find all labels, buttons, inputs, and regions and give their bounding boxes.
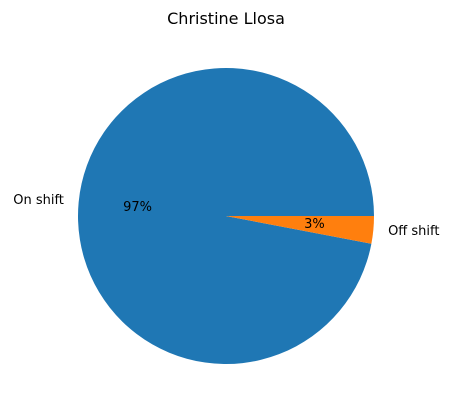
- chart-title: Christine Llosa: [167, 9, 285, 28]
- slice-label-on-shift: On shift: [13, 193, 64, 208]
- pie-slices: [78, 68, 374, 364]
- pie-slice-on-shift: [78, 68, 374, 364]
- slice-percent-on-shift: 97%: [123, 200, 152, 215]
- slice-percent-off-shift: 3%: [304, 217, 325, 232]
- slice-label-off-shift: Off shift: [388, 224, 439, 239]
